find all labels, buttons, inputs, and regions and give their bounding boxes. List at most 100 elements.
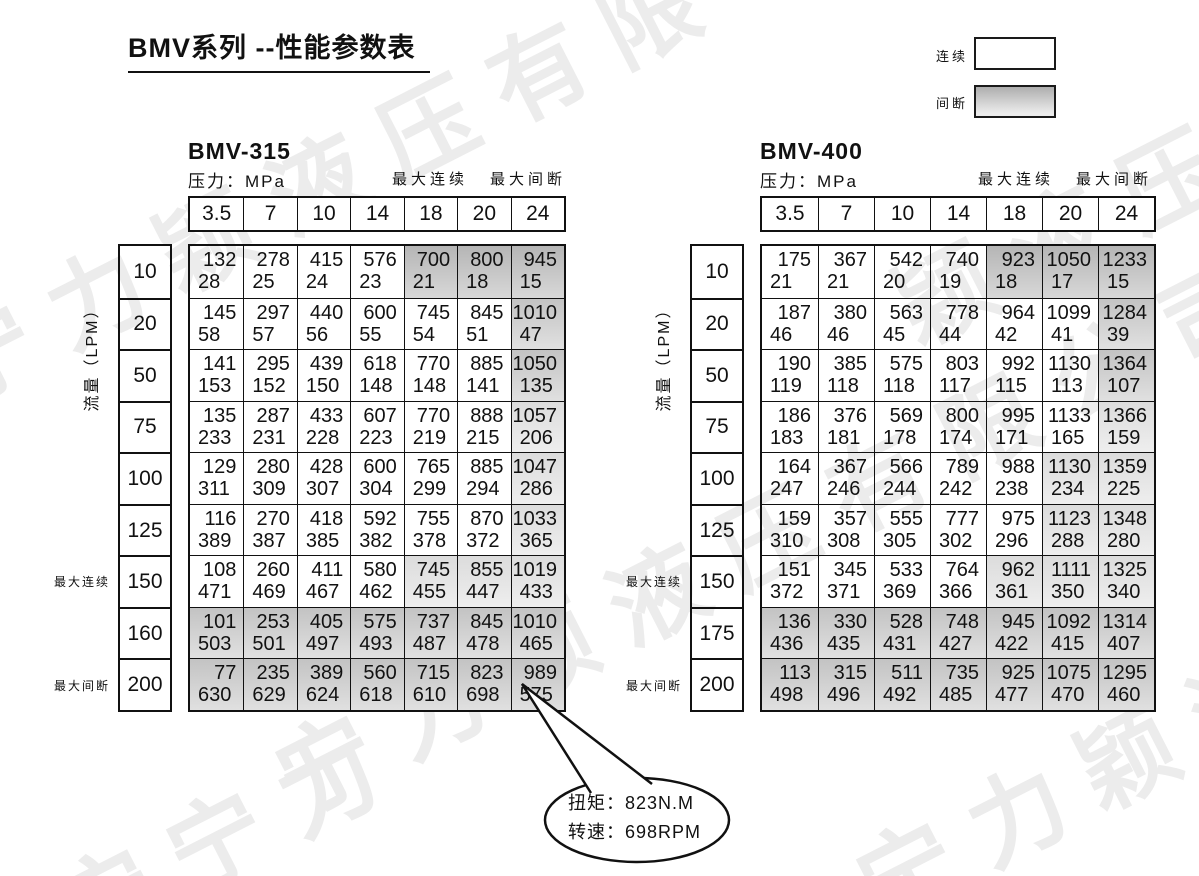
speed-value: 238 [995, 478, 1029, 501]
speed-value: 15 [1107, 271, 1130, 293]
speed-value: 309 [252, 478, 286, 501]
callout-speed-line: 转速：698RPM [568, 822, 702, 842]
data-cell: 367 21 [818, 246, 874, 298]
torque-value: 151 [777, 559, 811, 582]
speed-value: 223 [359, 426, 393, 449]
data-cell: 1075 470 [1042, 658, 1098, 710]
torque-value: 439 [309, 353, 344, 376]
speed-value: 113 [1051, 375, 1083, 398]
speed-value: 575 [519, 684, 553, 707]
speed-value: 41 [1051, 323, 1074, 346]
speed-value: 247 [770, 478, 804, 501]
speed-value: 305 [883, 529, 917, 552]
data-cell: 945 15 [510, 246, 564, 298]
speed-value: 365 [519, 529, 553, 552]
data-cell: 592 382 [350, 503, 404, 556]
data-cell: 380 46 [818, 297, 874, 350]
torque-value: 1366 [1102, 404, 1148, 427]
data-cell: 755 378 [403, 503, 458, 556]
data-cell: 428 307 [296, 452, 351, 504]
speed-value: 366 [939, 581, 973, 604]
torque-value: 385 [833, 353, 867, 376]
torque-value: 995 [1001, 404, 1035, 427]
data-cell: 528 431 [874, 606, 930, 659]
data-cell: 187 46 [762, 297, 818, 350]
torque-value: 1133 [1047, 404, 1091, 427]
data-cell: 735 485 [930, 658, 986, 710]
data-cell: 511 492 [874, 658, 930, 710]
data-cell: 439 150 [296, 349, 351, 401]
data-cell: 845 478 [457, 606, 511, 659]
torque-value: 592 [363, 507, 397, 530]
torque-value: 411 [311, 559, 344, 582]
data-cell: 1314 407 [1098, 606, 1154, 659]
speed-value: 18 [466, 271, 489, 293]
speed-value: 407 [1107, 632, 1141, 655]
side-max-continuous-label: 最大连续 [53, 575, 110, 589]
speed-value: 288 [1051, 529, 1085, 552]
torque-value: 777 [945, 507, 979, 530]
data-cell: 988 238 [986, 452, 1042, 504]
torque-value: 800 [470, 249, 504, 271]
torque-value: 542 [889, 249, 923, 271]
speed-value: 58 [198, 323, 221, 346]
data-cell: 433 228 [296, 400, 351, 453]
data-cell: 116 389 [190, 503, 244, 556]
speed-value: 135 [519, 375, 553, 398]
torque-value: 770 [416, 404, 451, 427]
legend-continuous-label: 连续 [936, 49, 969, 64]
torque-value: 287 [256, 404, 290, 427]
speed-value: 56 [305, 323, 329, 346]
speed-value: 624 [305, 684, 340, 707]
data-cell: 1123 288 [1042, 503, 1098, 556]
data-cell: 77 630 [190, 658, 244, 710]
speed-value: 57 [252, 323, 275, 346]
flow-label-cell: 100 [692, 452, 742, 504]
torque-value: 575 [363, 610, 397, 633]
speed-value: 361 [995, 581, 1029, 604]
speed-value: 497 [305, 632, 340, 655]
data-cell: 330 435 [818, 606, 874, 659]
torque-value: 923 [1001, 249, 1035, 271]
data-cell: 580 462 [350, 555, 404, 607]
data-cell: 765 299 [403, 452, 458, 504]
torque-value: 563 [889, 301, 923, 324]
data-cell: 1057 206 [510, 400, 564, 453]
speed-value: 21 [412, 271, 435, 293]
torque-value: 1033 [512, 507, 557, 530]
speed-value: 435 [827, 632, 861, 655]
flow-label-cell: 10 [705, 259, 729, 283]
pressure-header-cell: 10 [874, 198, 930, 230]
flow-label-cell: 150 [692, 555, 742, 607]
torque-value: 129 [203, 456, 237, 479]
data-cell: 1359 225 [1098, 452, 1154, 504]
data-cell: 389 624 [296, 658, 351, 710]
data-cell: 1092 415 [1042, 606, 1098, 659]
speed-value: 299 [412, 478, 447, 501]
torque-value: 1047 [512, 456, 557, 479]
torque-value: 415 [309, 249, 344, 271]
speed-value: 371 [827, 581, 861, 604]
data-cell: 569 178 [874, 400, 930, 453]
torque-value: 735 [945, 662, 979, 685]
flow-label-cell: 200 [692, 658, 742, 710]
speed-value: 340 [1107, 581, 1141, 604]
speed-value: 42 [995, 323, 1018, 346]
data-cell: 885 141 [457, 349, 511, 401]
speed-value: 25 [252, 271, 275, 293]
speed-value: 165 [1051, 426, 1085, 449]
speed-value: 310 [770, 529, 804, 552]
data-cell: 1111 350 [1042, 555, 1098, 607]
data-cell: 357 308 [818, 503, 874, 556]
speed-value: 228 [305, 426, 340, 449]
flow-label-column: 10 20 50 75 100 125 150 175 200 [690, 244, 744, 712]
data-cell: 888 215 [457, 400, 511, 453]
speed-value: 54 [412, 323, 435, 346]
torque-value: 600 [363, 456, 397, 479]
speed-value: 369 [883, 581, 917, 604]
legend-intermittent-label: 间断 [936, 96, 969, 111]
speed-value: 296 [995, 529, 1029, 552]
torque-value: 989 [523, 662, 557, 685]
data-grid: 175 21 367 21 542 20 740 19 923 18 1050 17 1233 15 187… [760, 244, 1156, 712]
pressure-header-cell: 20 [457, 198, 510, 230]
